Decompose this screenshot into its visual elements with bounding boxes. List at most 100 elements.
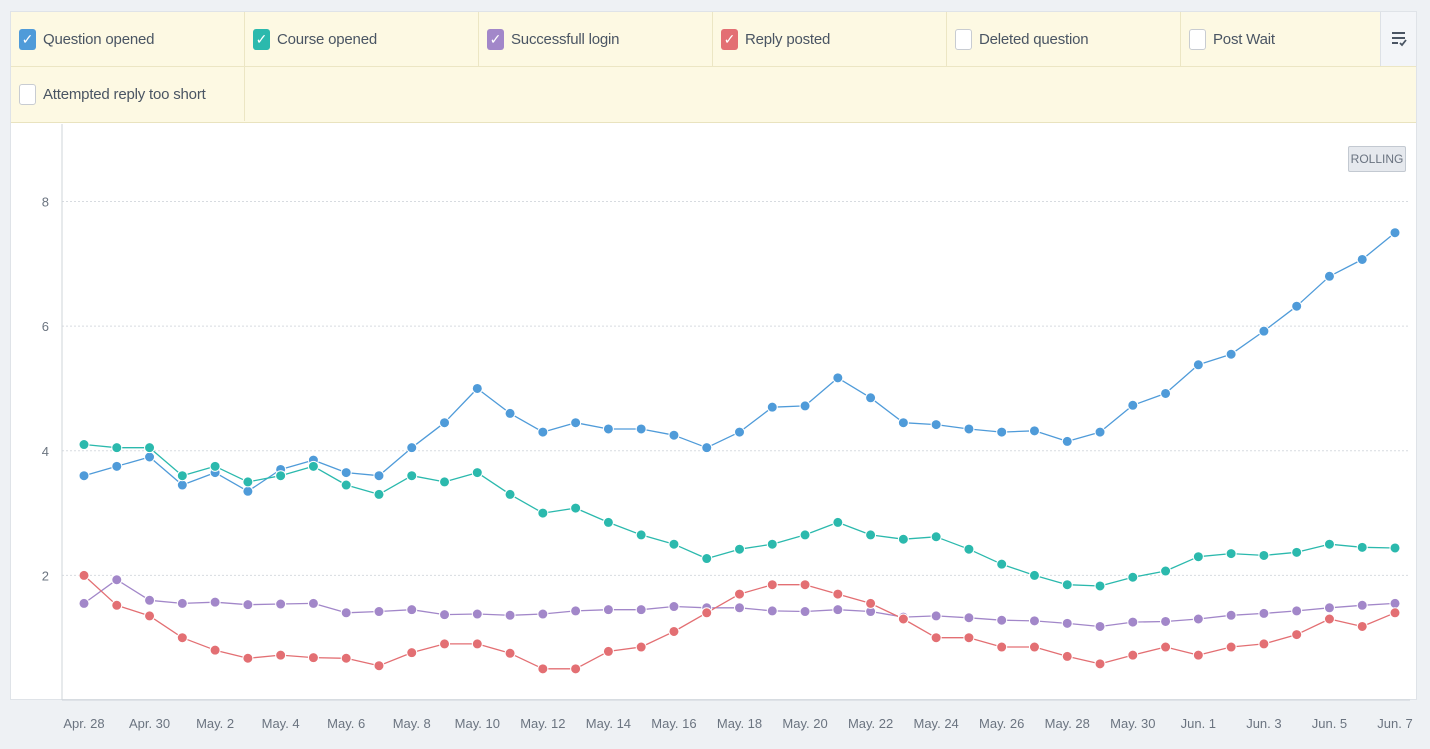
data-point [504, 407, 516, 419]
data-point [1258, 607, 1270, 619]
data-point [1291, 629, 1303, 641]
data-point [406, 647, 418, 659]
data-point [1061, 435, 1073, 447]
data-point [504, 647, 516, 659]
data-point [734, 426, 745, 438]
data-point [963, 543, 975, 555]
data-point [209, 644, 221, 656]
data-point [897, 613, 909, 625]
data-point [1094, 580, 1106, 592]
data-point [1225, 348, 1237, 360]
data-point [504, 488, 516, 500]
data-point [832, 516, 844, 528]
data-point [635, 529, 647, 541]
data-point [78, 597, 90, 609]
legend: ✓ Question opened ✓ Course opened ✓ Succ… [11, 12, 1416, 123]
data-point [996, 558, 1008, 570]
data-point [930, 610, 942, 622]
x-tick-label: May. 24 [914, 716, 959, 731]
data-point [832, 588, 844, 600]
data-point [1225, 609, 1237, 621]
data-point [1356, 599, 1368, 611]
data-point [766, 538, 778, 550]
data-point [1094, 620, 1106, 632]
data-point [439, 638, 451, 650]
data-point [1323, 270, 1335, 282]
data-point [144, 442, 156, 454]
legend-label: Post Wait [1213, 30, 1275, 48]
y-tick-label: 8 [42, 195, 49, 210]
x-tick-label: Jun. 5 [1312, 716, 1347, 731]
data-point [242, 652, 254, 664]
legend-item-post-wait[interactable]: Post Wait [1181, 12, 1415, 66]
data-point [111, 460, 123, 472]
legend-label: Question opened [43, 30, 155, 48]
data-point [1192, 649, 1204, 661]
checkbox-icon[interactable]: ✓ [19, 28, 36, 50]
data-point [406, 604, 418, 616]
data-point [1127, 399, 1139, 411]
x-tick-label: Jun. 7 [1377, 716, 1412, 731]
x-tick-label: May. 22 [848, 716, 893, 731]
data-point [1127, 616, 1139, 628]
data-point [766, 605, 778, 617]
data-point [570, 605, 582, 617]
data-point [373, 488, 385, 500]
checkbox-icon[interactable] [19, 83, 36, 105]
x-tick-label: May. 4 [262, 716, 300, 731]
data-point [1028, 615, 1040, 627]
data-point [1061, 650, 1073, 662]
legend-label: Course opened [277, 30, 377, 48]
legend-label: Successfull login [511, 30, 620, 48]
data-point [78, 439, 90, 451]
x-tick-label: Apr. 28 [63, 716, 104, 731]
legend-label: Attempted reply too short [43, 85, 206, 103]
rolling-button[interactable]: ROLLING [1348, 146, 1406, 172]
data-point [963, 423, 975, 435]
data-point [275, 598, 287, 610]
x-tick-label: May. 16 [651, 716, 696, 731]
data-point [144, 451, 156, 463]
checkbox-icon[interactable] [1189, 28, 1206, 50]
legend-item-reply-posted[interactable]: ✓ Reply posted [713, 12, 947, 66]
data-point [1258, 549, 1270, 561]
data-point [242, 476, 254, 488]
x-tick-label: May. 28 [1045, 716, 1090, 731]
data-point [144, 610, 156, 622]
x-tick-label: May. 12 [520, 716, 565, 731]
legend-item-course-opened[interactable]: ✓ Course opened [245, 12, 479, 66]
data-point [799, 400, 811, 412]
data-point [1291, 605, 1303, 617]
legend-menu-button[interactable] [1380, 12, 1416, 66]
data-point [340, 479, 352, 491]
data-point [1094, 426, 1106, 438]
data-point [1028, 641, 1040, 653]
data-point [242, 599, 254, 611]
y-tick-label: 6 [42, 319, 49, 334]
data-point [537, 608, 549, 620]
checkbox-icon[interactable] [955, 28, 972, 50]
data-point [570, 663, 582, 675]
checkbox-icon[interactable]: ✓ [253, 28, 270, 50]
legend-item-question-opened[interactable]: ✓ Question opened [11, 12, 245, 66]
data-point [340, 652, 352, 664]
data-point [865, 597, 877, 609]
data-point [471, 638, 483, 650]
checkbox-icon[interactable]: ✓ [487, 28, 504, 50]
checkbox-icon[interactable]: ✓ [721, 28, 738, 50]
legend-item-attempted-reply-too-short[interactable]: Attempted reply too short [11, 67, 245, 121]
data-point [930, 531, 942, 543]
data-point [1356, 541, 1368, 553]
data-point [471, 608, 483, 620]
data-point [1127, 571, 1139, 583]
data-point [832, 372, 844, 384]
data-point [1028, 425, 1040, 437]
data-point [799, 579, 811, 591]
data-point [701, 607, 713, 619]
legend-item-successfull-login[interactable]: ✓ Successfull login [479, 12, 713, 66]
data-point [668, 625, 680, 637]
data-point [537, 507, 549, 519]
data-point [1389, 227, 1401, 239]
legend-item-deleted-question[interactable]: Deleted question [947, 12, 1181, 66]
data-point [1389, 597, 1401, 609]
